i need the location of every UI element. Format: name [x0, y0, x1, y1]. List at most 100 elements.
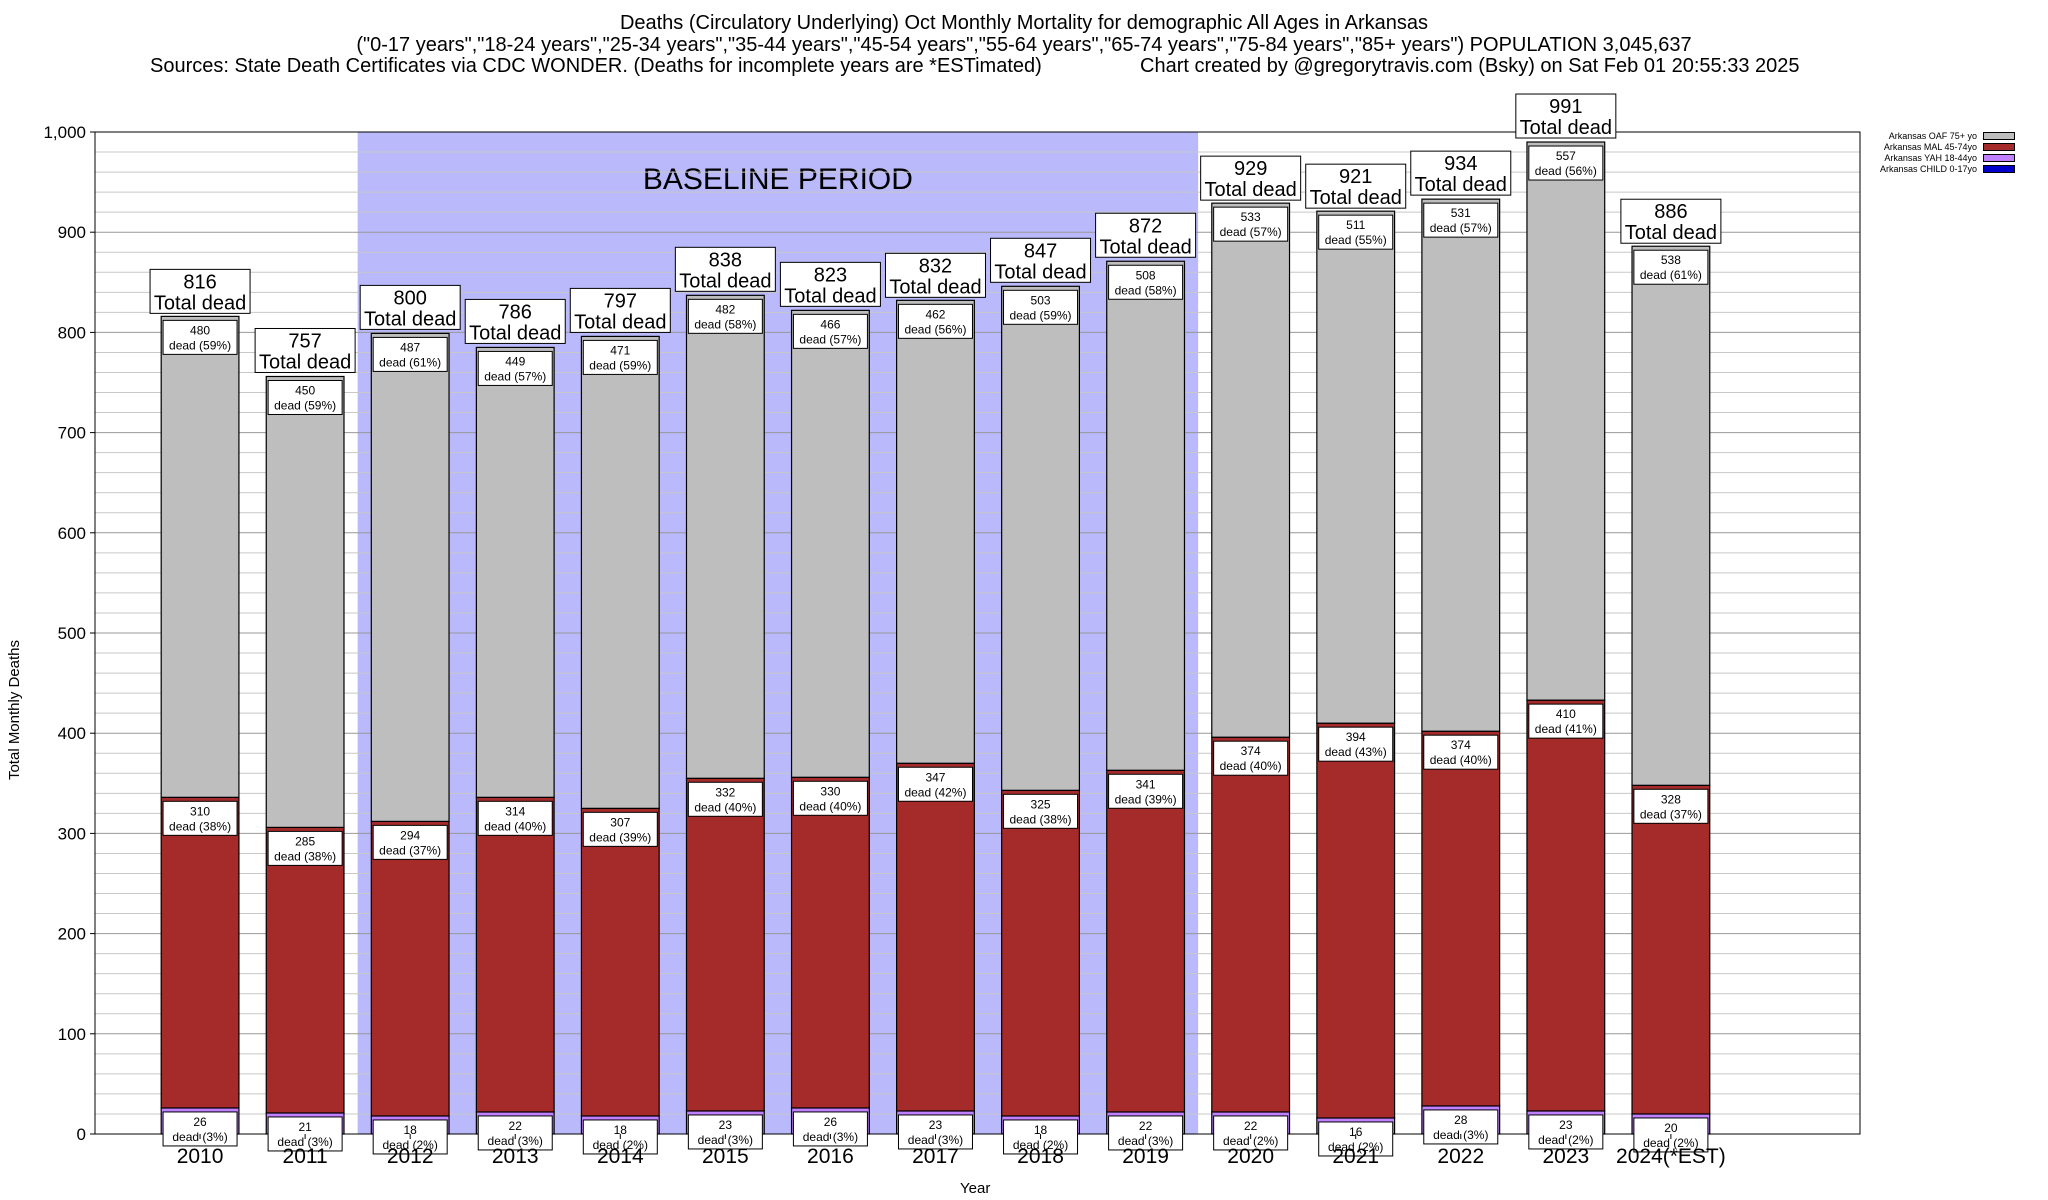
baseline-period-label: BASELINE PERIOD — [643, 163, 913, 196]
legend-label: Arkansas MAL 45-74yo — [1883, 141, 1978, 152]
yah-label-box — [477, 1115, 553, 1151]
mal-label-value: 294 — [400, 828, 420, 842]
mal-label-pct: dead (38%) — [1010, 812, 1072, 826]
x-tick-label: 2013 — [492, 1145, 539, 1168]
mal-label-value: 328 — [1661, 792, 1681, 806]
x-tick-label: 2021 — [1332, 1145, 1379, 1168]
total-value: 872 — [1129, 215, 1162, 237]
bar-segment-2023 — [1526, 699, 1606, 1112]
bar-segment-2011 — [265, 375, 345, 828]
bar-segment-2014 — [580, 335, 660, 809]
oaf-label-pct: dead (56%) — [1535, 164, 1597, 178]
mal-label-value: 374 — [1241, 744, 1261, 758]
yah-label-pct: dead (3%) — [1118, 1134, 1173, 1148]
yah-label-box — [582, 1119, 658, 1155]
mal-label-box — [1003, 793, 1079, 829]
x-tick-label: 2019 — [1122, 1145, 1169, 1168]
total-value: 847 — [1024, 240, 1057, 262]
oaf-label-value: 508 — [1136, 268, 1156, 282]
total-box — [1305, 163, 1407, 209]
mal-label-box — [1423, 734, 1499, 770]
oaf-label-pct: dead (55%) — [1325, 233, 1387, 247]
oaf-label-box — [1108, 264, 1184, 300]
oaf-label-pct: dead (57%) — [799, 332, 861, 346]
oaf-label-pct: dead (61%) — [379, 355, 441, 369]
mal-label-value: 332 — [715, 785, 735, 799]
total-box — [1095, 212, 1197, 258]
yah-label-value: 23 — [929, 1118, 943, 1132]
chart-credit: Chart created by @gregorytravis.com (Bsk… — [1140, 55, 1800, 77]
mal-label-value: 330 — [820, 784, 840, 798]
bar-segment-2016 — [790, 309, 870, 778]
yah-label-value: 18 — [1034, 1123, 1048, 1137]
yah-label-pct: dead (2%) — [382, 1138, 437, 1152]
oaf-label-box — [1633, 249, 1709, 285]
mal-label-pct: dead (38%) — [274, 849, 336, 863]
oaf-label-box — [1528, 145, 1604, 181]
total-box — [779, 261, 881, 307]
mal-label-value: 310 — [190, 804, 210, 818]
bar-segment-2017 — [896, 299, 975, 764]
yah-label-box — [687, 1114, 763, 1150]
oaf-label-pct: dead (59%) — [589, 358, 651, 372]
total-label: Total dead — [259, 351, 351, 373]
oaf-label-pct: dead (57%) — [484, 369, 546, 383]
mal-label-pct: dead (40%) — [1220, 759, 1282, 773]
oaf-label-pct: dead (59%) — [274, 398, 336, 412]
bar-segment-2022 — [1421, 730, 1501, 1107]
legend-swatch — [1983, 164, 2016, 173]
yah-label-box — [1213, 1115, 1289, 1151]
total-label: Total dead — [679, 270, 771, 292]
mal-label-value: 374 — [1451, 738, 1471, 752]
y-tick-label: 500 — [58, 624, 86, 643]
mal-label-box — [162, 800, 238, 836]
mal-label-pct: dead (40%) — [484, 819, 546, 833]
x-tick-label: 2022 — [1437, 1145, 1484, 1168]
total-label: Total dead — [1625, 222, 1717, 244]
mal-label-pct: dead (40%) — [799, 799, 861, 813]
y-tick-label: 400 — [58, 724, 86, 743]
x-tick-label: 2018 — [1017, 1145, 1064, 1168]
legend-item: Arkansas CHILD 0-17yo — [1880, 163, 2016, 174]
oaf-label-value: 480 — [190, 323, 210, 337]
bar-segment-2018 — [1001, 789, 1081, 1117]
oaf-label-value: 482 — [715, 302, 735, 316]
bar-segment-2014 — [580, 807, 660, 1117]
total-label: Total dead — [1099, 236, 1191, 258]
yah-label-pct: dead (3%) — [277, 1135, 332, 1149]
mal-label-box — [1528, 703, 1604, 739]
chart-sources: Sources: State Death Certificates via CD… — [150, 55, 1042, 77]
bar-segment-2020 — [1211, 736, 1291, 1113]
mal-label-pct: dead (40%) — [694, 800, 756, 814]
yah-label-value: 22 — [1139, 1119, 1153, 1133]
yah-label-value: 16 — [1349, 1125, 1363, 1139]
oaf-label-box — [1213, 206, 1289, 242]
yah-label-value: 22 — [1244, 1119, 1258, 1133]
y-tick-label: 300 — [58, 824, 86, 843]
bar-segment-2019 — [1106, 260, 1186, 771]
oaf-label-value: 487 — [400, 340, 420, 354]
yah-label-value: 26 — [824, 1115, 838, 1129]
total-box — [254, 327, 356, 373]
oaf-label-pct: dead (58%) — [694, 317, 756, 331]
total-label: Total dead — [574, 311, 666, 333]
oaf-label-value: 533 — [1241, 210, 1261, 224]
mal-label-pct: dead (39%) — [1115, 792, 1177, 806]
bar-segment-2015 — [685, 777, 765, 1112]
mal-label-pct: dead (42%) — [904, 785, 966, 799]
oaf-label-box — [477, 350, 553, 386]
mal-label-box — [372, 824, 448, 860]
yah-label-box — [897, 1114, 973, 1150]
mal-label-box — [267, 830, 343, 866]
bar-segment-2024(*EST) — [1631, 245, 1711, 786]
bar-segment-2010 — [160, 315, 240, 798]
total-label: Total dead — [784, 285, 876, 307]
y-tick-label: 900 — [58, 223, 86, 242]
total-value: 816 — [183, 271, 216, 293]
yah-label-value: 21 — [298, 1120, 312, 1134]
total-box — [569, 287, 671, 333]
mal-label-box — [1318, 726, 1394, 762]
total-label: Total dead — [364, 308, 456, 330]
legend-label: Arkansas YAH 18-44yo — [1884, 152, 1978, 163]
legend-label: Arkansas CHILD 0-17yo — [1880, 163, 1978, 174]
